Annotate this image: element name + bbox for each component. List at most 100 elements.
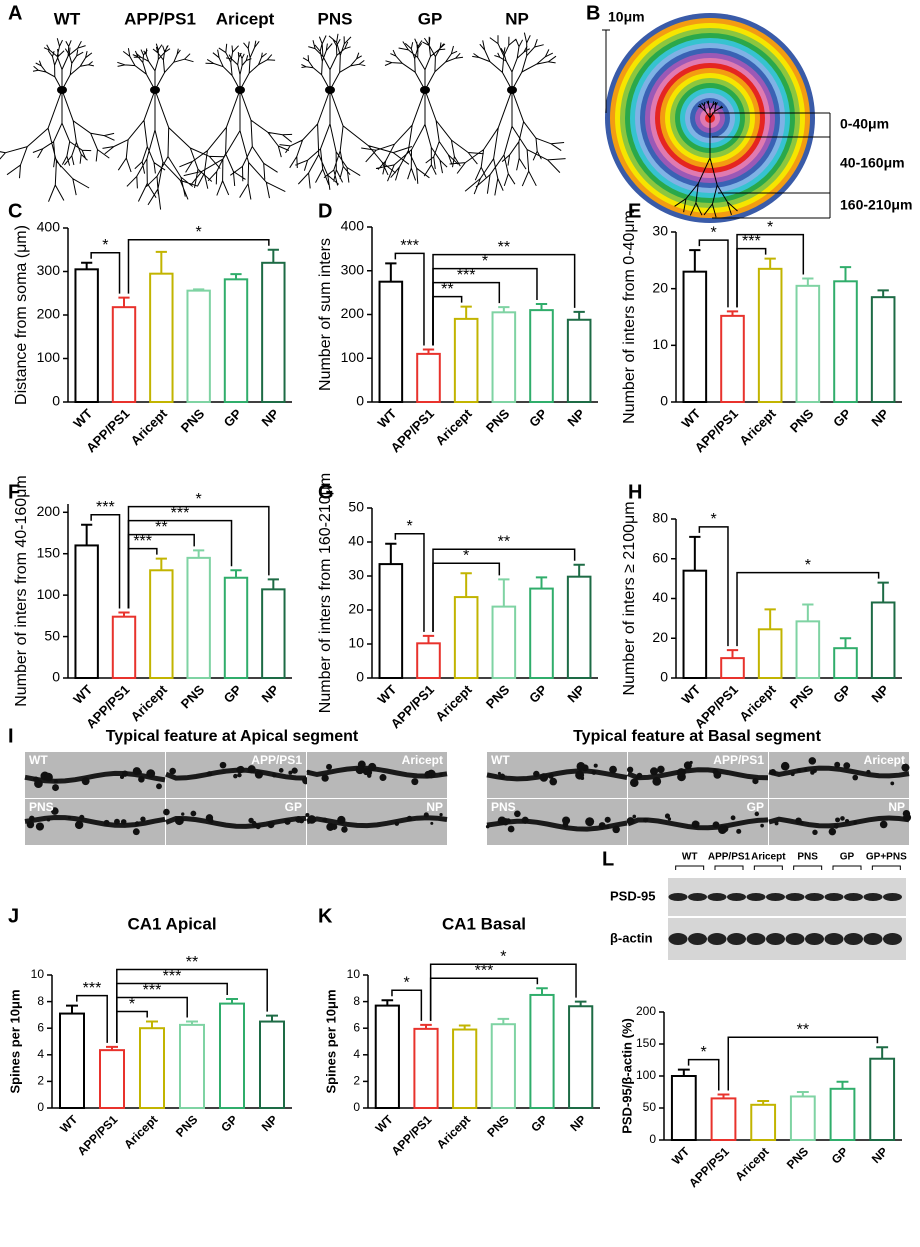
error-bar	[764, 608, 776, 630]
spine	[140, 816, 146, 822]
y-tick-label: 8	[37, 994, 44, 1008]
band	[766, 933, 785, 945]
error-bar	[802, 277, 814, 286]
y-tick-label: 100	[341, 349, 365, 365]
spine	[74, 820, 84, 830]
x-tick-label: NP	[868, 682, 892, 706]
bar	[568, 1005, 594, 1110]
spine	[790, 772, 795, 777]
significance-label: ***	[457, 267, 476, 284]
bar	[833, 280, 858, 403]
x-tick-label: NP	[869, 1144, 891, 1166]
y-tick-label: 20	[652, 629, 668, 645]
spine	[713, 770, 722, 779]
bar	[111, 615, 137, 680]
bar	[682, 270, 708, 403]
y-tick-label: 0	[52, 393, 60, 409]
spine	[852, 774, 859, 781]
error-bar	[66, 1004, 78, 1014]
bar	[720, 657, 745, 679]
error-bar	[726, 310, 739, 316]
spine	[251, 821, 258, 828]
spine	[267, 821, 275, 829]
panel-label: I	[8, 725, 14, 747]
band	[668, 933, 688, 945]
error-bar	[118, 611, 130, 617]
y-axis-label: Number of inters from 160-210μm	[317, 473, 334, 713]
lane-label: GP	[840, 852, 855, 863]
micrograph-label: PNS	[491, 800, 516, 814]
spine	[121, 770, 129, 777]
x-tick-label: PNS	[483, 682, 513, 712]
spine	[114, 818, 120, 825]
spine	[331, 823, 338, 830]
band	[785, 893, 805, 901]
spine	[812, 768, 817, 773]
spine	[730, 815, 736, 821]
spine	[306, 769, 311, 774]
significance-bracket	[432, 253, 576, 346]
significance-bracket	[736, 571, 880, 647]
spine	[676, 768, 686, 777]
y-axis-label: Spines per 10μm	[323, 989, 338, 1093]
spine	[652, 777, 662, 786]
spine	[485, 824, 490, 829]
spine	[605, 825, 609, 829]
segment-title: Typical feature at Basal segment	[573, 728, 821, 745]
y-axis-label: Number of inters ≥ 2100μm	[621, 501, 638, 695]
significance-label: *	[805, 557, 811, 574]
error-bar	[796, 1091, 809, 1097]
micrograph-label: WT	[29, 753, 48, 767]
x-tick-label: NP	[259, 682, 283, 706]
spine	[844, 818, 850, 824]
spine	[341, 826, 348, 833]
spine	[712, 821, 720, 829]
soma	[507, 86, 517, 94]
spine	[207, 817, 214, 824]
spine	[321, 774, 329, 782]
bar	[870, 601, 896, 679]
y-tick-label: 8	[353, 994, 360, 1008]
y-tick-label: 0	[52, 669, 60, 685]
group-label: WT	[54, 9, 81, 28]
x-tick-label: Aricept	[432, 681, 475, 724]
significance-label: *	[102, 237, 108, 254]
bar	[452, 1028, 478, 1110]
error-bar	[498, 578, 510, 607]
error-bar	[146, 1020, 158, 1029]
spine	[236, 766, 244, 774]
bar	[149, 272, 174, 403]
significance-label: *	[129, 996, 135, 1013]
spine	[368, 762, 377, 772]
significance-bracket	[116, 982, 228, 1043]
y-tick-label: 40	[348, 533, 364, 549]
error-bar	[458, 1024, 471, 1030]
panel-label: H	[628, 481, 642, 503]
error-bar	[460, 572, 472, 598]
micrograph-label: GP	[285, 800, 302, 814]
neuron	[0, 38, 115, 202]
x-tick-label: PNS	[178, 406, 208, 436]
significance-bracket	[90, 252, 121, 294]
significance-bracket	[429, 963, 577, 1021]
neuron	[361, 36, 484, 184]
x-tick-label: Aricept	[732, 1144, 771, 1183]
error-bar	[677, 1068, 690, 1076]
sholl-rings	[605, 13, 815, 223]
x-tick-label: GP	[528, 1112, 550, 1134]
bar	[378, 280, 404, 403]
spine	[44, 772, 53, 782]
spine	[667, 817, 672, 821]
dendrite	[165, 815, 307, 829]
x-tick-label: PNS	[787, 682, 817, 712]
spine	[507, 825, 515, 833]
error-bar	[460, 305, 472, 319]
micrograph-label: APP/PS1	[251, 753, 302, 767]
significance-label: **	[498, 239, 510, 256]
micrograph-label: PNS	[29, 800, 54, 814]
spine	[51, 807, 59, 815]
spine	[879, 820, 888, 829]
spine	[305, 812, 310, 818]
error-bar	[266, 1014, 278, 1022]
bar	[179, 1023, 205, 1109]
